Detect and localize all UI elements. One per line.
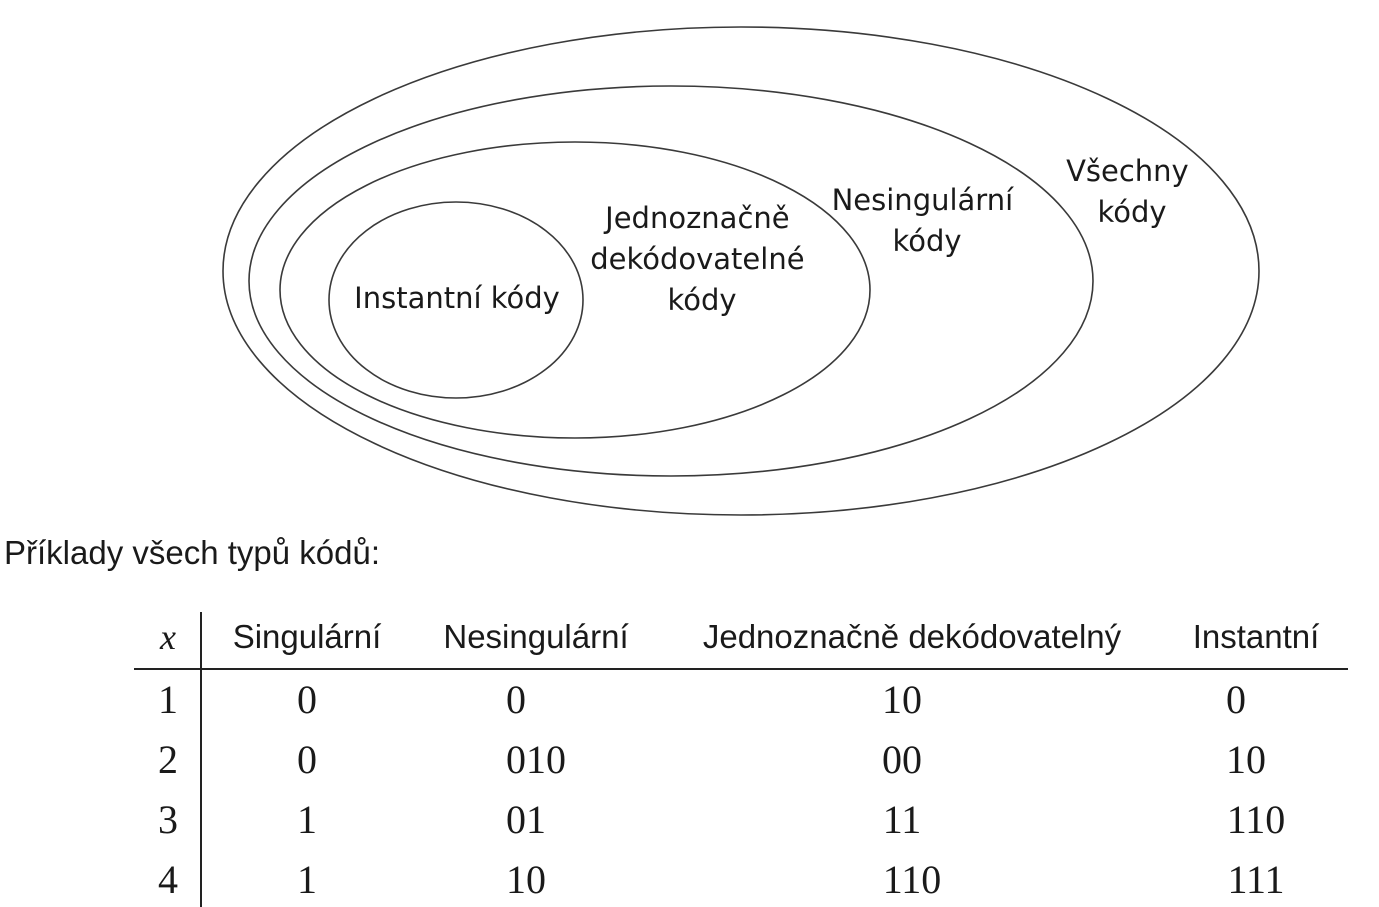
table-cell: 1 xyxy=(158,677,178,722)
table-cell: 00 xyxy=(882,737,922,782)
label-all-codes-line1: Všechny xyxy=(1066,154,1189,188)
table-cell: 10 xyxy=(882,677,922,722)
label-uniquely-decodable-line1: Jednoznačně xyxy=(603,201,789,235)
ellipse-instantaneous xyxy=(328,201,584,399)
table-column-rule xyxy=(200,612,202,907)
label-uniquely-decodable-line3: kódy xyxy=(667,283,736,317)
header-uniquely-decodable: Jednoznačně dekódovatelný xyxy=(702,618,1122,655)
ellipse-all-codes xyxy=(222,26,1260,516)
label-all-codes: Všechny kódy xyxy=(1066,154,1198,229)
examples-caption: Příklady všech typů kódů: xyxy=(4,534,381,571)
header-singular: Singulární xyxy=(232,618,382,655)
ellipse-nonsingular xyxy=(248,85,1094,477)
label-instantaneous-line1: Instantní kódy xyxy=(354,281,560,315)
table-cell: 4 xyxy=(158,857,178,902)
table-cell: 110 xyxy=(882,857,942,902)
table-cell: 0 xyxy=(506,677,526,722)
header-nonsingular: Nesingulární xyxy=(443,618,629,655)
label-uniquely-decodable: Jednoznačně dekódovatelné kódy xyxy=(590,201,814,317)
table-cell: 11 xyxy=(882,797,922,842)
label-nonsingular-line2: kódy xyxy=(892,224,961,258)
table-cell: 010 xyxy=(506,737,566,782)
header-instantaneous: Instantní xyxy=(1192,618,1320,655)
table-cell: 1 xyxy=(297,857,317,902)
table-header-rule xyxy=(134,668,1348,670)
table-cell: 0 xyxy=(297,737,317,782)
table-cell: 1 xyxy=(297,797,317,842)
label-uniquely-decodable-line2: dekódovatelné xyxy=(590,242,804,276)
table-cell: 01 xyxy=(506,797,546,842)
table-cell: 0 xyxy=(297,677,317,722)
table-cell: 3 xyxy=(158,797,178,842)
table-cell: 0 xyxy=(1226,677,1246,722)
table-cell: 10 xyxy=(506,857,546,902)
header-x: x xyxy=(160,617,176,657)
label-nonsingular: Nesingulární kódy xyxy=(832,183,1023,258)
ellipse-uniquely-decodable xyxy=(279,141,871,439)
table-cell: 111 xyxy=(1227,857,1285,902)
code-classes-venn-diagram: Všechny kódy Nesingulární kódy Jednoznač… xyxy=(222,26,1260,516)
label-all-codes-line2: kódy xyxy=(1097,195,1166,229)
table-cell: 10 xyxy=(1226,737,1266,782)
label-instantaneous: Instantní kódy xyxy=(354,281,560,315)
label-nonsingular-line1: Nesingulární xyxy=(832,183,1014,217)
table-cell: 110 xyxy=(1226,797,1286,842)
table-cell: 2 xyxy=(158,737,178,782)
